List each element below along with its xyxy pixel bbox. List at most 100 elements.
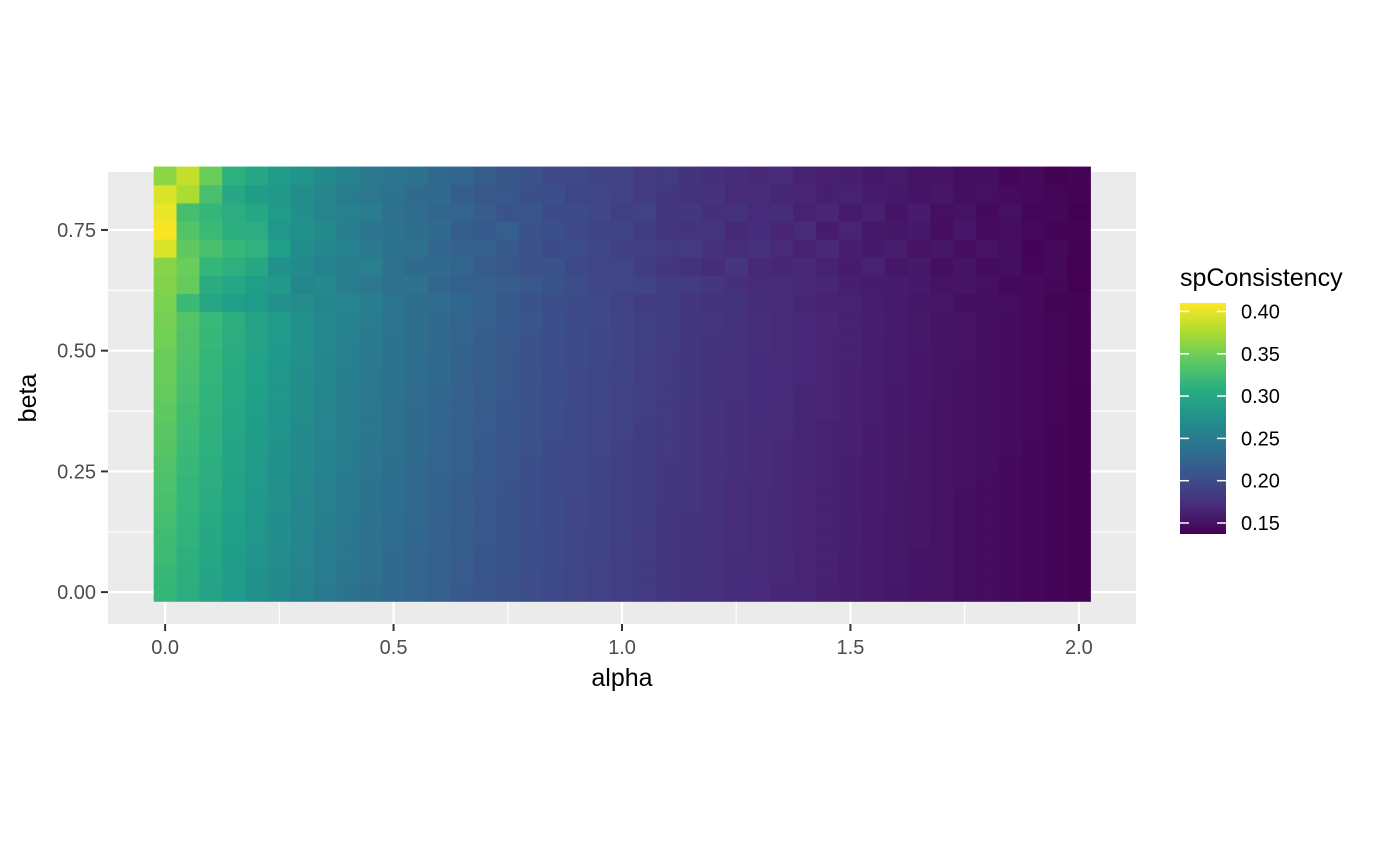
heatmap-cell xyxy=(610,275,635,294)
heatmap-cell xyxy=(290,383,315,403)
heatmap-cells xyxy=(153,166,1091,602)
heatmap-cell xyxy=(679,564,703,584)
heatmap-cell xyxy=(1044,365,1069,385)
heatmap-cell xyxy=(587,293,612,313)
heatmap-cell xyxy=(679,492,703,512)
heatmap-cell xyxy=(290,220,315,240)
heatmap-cell xyxy=(153,184,178,204)
legend-tick-label: 0.35 xyxy=(1241,344,1280,366)
heatmap-cell xyxy=(222,184,246,204)
heatmap-cell xyxy=(267,420,292,439)
heatmap-cell xyxy=(633,546,657,566)
heatmap-cell xyxy=(450,401,475,421)
heatmap-cell xyxy=(701,311,726,331)
heatmap-cell xyxy=(861,311,886,331)
heatmap-cell xyxy=(176,583,200,602)
heatmap-cell xyxy=(633,474,657,494)
heatmap-cell xyxy=(930,492,954,512)
heatmap-cell xyxy=(793,202,817,222)
heatmap-cell xyxy=(976,456,1000,476)
heatmap-cell xyxy=(747,184,772,204)
heatmap-cell xyxy=(404,275,429,294)
heatmap-cell xyxy=(473,220,497,240)
heatmap-cell xyxy=(679,220,703,240)
heatmap-cell xyxy=(610,239,635,258)
heatmap-cell xyxy=(1067,275,1091,294)
heatmap-cell xyxy=(496,546,520,566)
heatmap-cell xyxy=(199,239,223,258)
heatmap-cell xyxy=(907,239,931,258)
heatmap-cell xyxy=(450,510,475,530)
y-tick-label: 0.00 xyxy=(57,582,96,604)
heatmap-cell xyxy=(976,184,1000,204)
heatmap-cell xyxy=(861,202,886,222)
heatmap-cell xyxy=(473,239,497,258)
heatmap-cell xyxy=(861,438,886,457)
heatmap-cell xyxy=(450,583,475,602)
heatmap-cell xyxy=(245,184,269,204)
heatmap-cell xyxy=(1021,510,1046,530)
heatmap-cell xyxy=(290,401,315,421)
heatmap-cell xyxy=(930,166,954,186)
heatmap-cell xyxy=(1044,293,1069,313)
heatmap-cell xyxy=(724,528,749,548)
heatmap-cell xyxy=(267,528,292,548)
heatmap-cell xyxy=(1067,438,1091,457)
heatmap-cell xyxy=(976,510,1000,530)
heatmap-cell xyxy=(587,474,612,494)
heatmap-cell xyxy=(1067,583,1091,602)
heatmap-cell xyxy=(930,329,954,349)
heatmap-cell xyxy=(473,383,497,403)
heatmap-cell xyxy=(564,564,589,584)
heatmap-cell xyxy=(290,528,315,548)
heatmap-cell xyxy=(884,166,909,186)
heatmap-cell xyxy=(382,474,406,494)
heatmap-cell xyxy=(587,347,612,367)
heatmap-cell xyxy=(496,420,520,439)
heatmap-cell xyxy=(839,420,863,439)
heatmap-cell xyxy=(267,220,292,240)
heatmap-cell xyxy=(907,438,931,457)
heatmap-cell xyxy=(564,492,589,512)
legend-colorbar xyxy=(1180,303,1226,534)
heatmap-cell xyxy=(496,202,520,222)
heatmap-cell xyxy=(793,510,817,530)
heatmap-cell xyxy=(267,293,292,313)
heatmap-cell xyxy=(930,564,954,584)
heatmap-cell xyxy=(336,311,360,331)
heatmap-cell xyxy=(153,546,178,566)
heatmap-cell xyxy=(427,257,452,276)
heatmap-cell xyxy=(336,583,360,602)
heatmap-cell xyxy=(587,202,612,222)
heatmap-cell xyxy=(998,401,1023,421)
heatmap-cell xyxy=(519,257,543,276)
heatmap-cell xyxy=(1021,311,1046,331)
heatmap-cell xyxy=(199,383,223,403)
heatmap-cell xyxy=(884,420,909,439)
heatmap-cell xyxy=(747,420,772,439)
heatmap-cell xyxy=(679,347,703,367)
heatmap-cell xyxy=(656,365,680,385)
heatmap-cell xyxy=(998,166,1023,186)
heatmap-cell xyxy=(724,510,749,530)
heatmap-cell xyxy=(176,239,200,258)
heatmap-cell xyxy=(839,564,863,584)
heatmap-cell xyxy=(839,438,863,457)
heatmap-cell xyxy=(359,311,383,331)
heatmap-cell xyxy=(336,438,360,457)
heatmap-cell xyxy=(998,528,1023,548)
heatmap-cell xyxy=(542,202,566,222)
heatmap-cell xyxy=(976,528,1000,548)
heatmap-cell xyxy=(427,184,452,204)
heatmap-cell xyxy=(656,492,680,512)
heatmap-cell xyxy=(930,275,954,294)
heatmap-cell xyxy=(382,492,406,512)
heatmap-cell xyxy=(222,166,246,186)
heatmap-cell xyxy=(633,528,657,548)
heatmap-cell xyxy=(1021,257,1046,276)
heatmap-cell xyxy=(382,438,406,457)
heatmap-cell xyxy=(496,347,520,367)
heatmap-cell xyxy=(153,583,178,602)
heatmap-cell xyxy=(519,438,543,457)
heatmap-cell xyxy=(267,438,292,457)
